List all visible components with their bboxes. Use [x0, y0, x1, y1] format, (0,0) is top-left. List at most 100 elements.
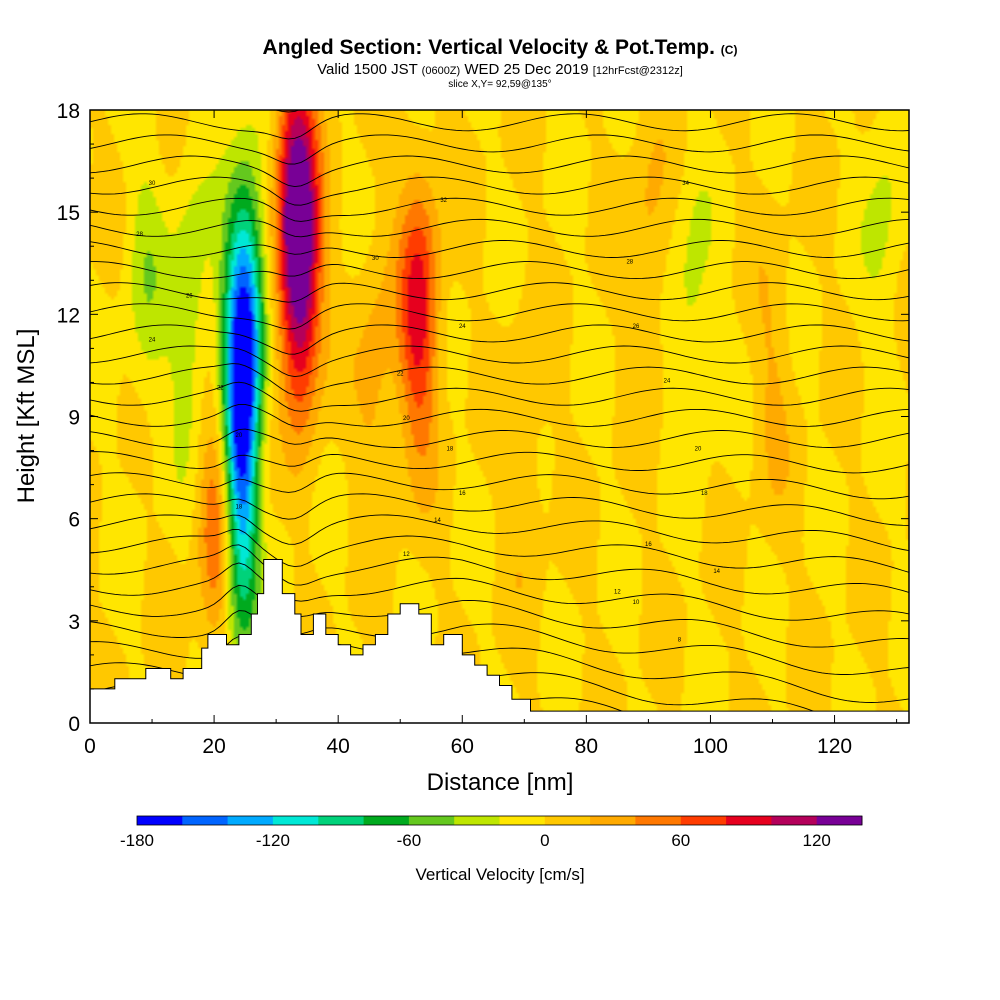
pot-temp-label: 20	[403, 416, 410, 422]
x-axis-title: Distance [nm]	[427, 769, 574, 796]
pot-temp-label: 32	[440, 198, 447, 204]
colorbar-swatch	[771, 816, 818, 825]
pot-temp-contour	[221, 110, 880, 113]
colorbar-frame	[136, 815, 863, 826]
pot-temp-label: 24	[664, 378, 671, 384]
x-tick-label: 100	[693, 735, 728, 758]
pot-temp-label: 26	[186, 293, 193, 299]
colorbar: -180 -120 -60 0 60 120	[120, 815, 863, 850]
pot-temp-label: 12	[614, 590, 621, 596]
colorbar-swatch	[137, 816, 183, 825]
pot-temp-contour	[90, 363, 909, 396]
pot-temp-label: 28	[626, 259, 633, 265]
colorbar-swatch	[544, 816, 591, 825]
pot-temp-contour	[90, 197, 909, 222]
pot-temp-contour	[90, 529, 909, 573]
pot-temp-label: 18	[447, 447, 454, 453]
colorbar-swatch	[318, 816, 365, 825]
y-tick-label: 0	[68, 713, 80, 736]
pot-temp-label: 8	[678, 637, 682, 643]
pot-temp-contour	[90, 584, 909, 648]
colorbar-tick-label: -180	[120, 831, 154, 850]
colorbar-swatch	[363, 816, 410, 825]
pot-temp-label: 22	[397, 372, 404, 378]
x-tick-label: 0	[84, 735, 96, 758]
pot-temp-contour	[90, 239, 909, 258]
pot-temp-contour	[90, 472, 909, 500]
pot-temp-contour	[90, 451, 909, 474]
pot-temp-label: 16	[645, 542, 652, 548]
pot-temp-contour	[90, 428, 909, 448]
colorbar-swatch	[272, 816, 319, 825]
pot-temp-contour	[90, 562, 909, 621]
pot-temp-contour	[90, 218, 909, 238]
colorbar-swatch	[499, 816, 546, 825]
pot-temp-contour	[90, 403, 909, 428]
colorbar-swatch	[680, 816, 727, 825]
chart-header: Angled Section: Vertical Velocity & Pot.…	[0, 36, 1000, 91]
y-tick-label: 12	[57, 304, 80, 327]
pot-temp-contour	[90, 345, 909, 378]
y-tick-label: 9	[68, 407, 80, 430]
pot-temp-contour	[90, 303, 909, 330]
pot-temp-contour	[90, 381, 909, 412]
y-axis-title: Height [Kft MSL]	[13, 329, 40, 504]
pot-temp-contour	[90, 544, 909, 595]
pot-temp-label: 18	[701, 491, 708, 497]
pot-temp-contour	[90, 113, 909, 140]
colorbar-swatch	[816, 816, 863, 825]
colorbar-swatch	[454, 816, 500, 825]
pot-temp-label: 26	[633, 324, 640, 330]
x-tick-label: 40	[327, 735, 350, 758]
forecast-info: [12hrFcst@2312z]	[592, 65, 683, 77]
slice-info: slice X,Y= 92,59@135°	[448, 79, 552, 90]
pot-temp-label: 34	[682, 181, 689, 187]
colorbar-swatch	[590, 816, 636, 825]
colorbar-swatch	[726, 816, 772, 825]
pot-temp-label: 24	[459, 324, 466, 330]
x-tick-label: 20	[202, 735, 225, 758]
pot-temp-contour	[90, 282, 909, 303]
pot-temp-label: 20	[236, 433, 243, 439]
pot-temp-label: 16	[459, 491, 466, 497]
chart-title-unit: (C)	[720, 43, 738, 57]
terrain-mask	[90, 559, 909, 723]
valid-time: Valid 1500 JST	[317, 61, 418, 78]
colorbar-swatch	[635, 816, 682, 825]
pot-temp-label: 14	[434, 518, 441, 524]
pot-temp-label: 14	[713, 569, 720, 575]
pot-temp-label: 20	[695, 447, 702, 453]
pot-temp-label: 28	[136, 232, 143, 238]
pot-temp-contour	[90, 610, 909, 675]
axes: 0 20 40 60 80 100 120 0 3 6 9 12 15 18	[57, 100, 909, 758]
pot-temp-contour	[90, 155, 909, 188]
pot-temp-label: 10	[633, 600, 640, 606]
colorbar-swatch	[182, 816, 229, 825]
colorbar-tick-label: -120	[256, 831, 290, 850]
pot-temp-label: 30	[149, 181, 156, 187]
colorbar-title: Vertical Velocity [cm/s]	[415, 865, 584, 884]
valid-date: WED 25 Dec 2019	[464, 61, 589, 78]
pot-temp-label: 18	[236, 505, 243, 511]
colorbar-tick-label: -60	[397, 831, 422, 850]
pot-temp-label: 30	[372, 256, 379, 262]
pot-temp-contour	[90, 514, 909, 552]
chart-subtitle: Valid 1500 JST (0600Z) WED 25 Dec 2019 […	[0, 62, 1000, 79]
plot-area: 30 28 26 24 22 20 18 32 30 24 22 20 18 16 14 12 34 28 26 24…	[90, 110, 909, 723]
pot-temp-contour	[90, 324, 909, 355]
y-tick-label: 15	[57, 202, 80, 225]
x-tick-label: 80	[575, 735, 598, 758]
pot-temp-label: 12	[403, 552, 410, 558]
chart-title-text: Angled Section: Vertical Velocity & Pot.…	[262, 36, 715, 59]
x-tick-label: 120	[817, 735, 852, 758]
chart-title: Angled Section: Vertical Velocity & Pot.…	[0, 36, 1000, 62]
y-tick-label: 3	[68, 611, 80, 634]
velocity-heatmap	[90, 110, 909, 723]
pot-temp-label: 24	[149, 338, 156, 344]
colorbar-tick-label: 120	[803, 831, 831, 850]
valid-utc: (0600Z)	[421, 65, 461, 77]
colorbar-swatch	[227, 816, 274, 825]
pot-temp-contour	[90, 261, 909, 280]
pot-temp-contour	[90, 134, 909, 165]
